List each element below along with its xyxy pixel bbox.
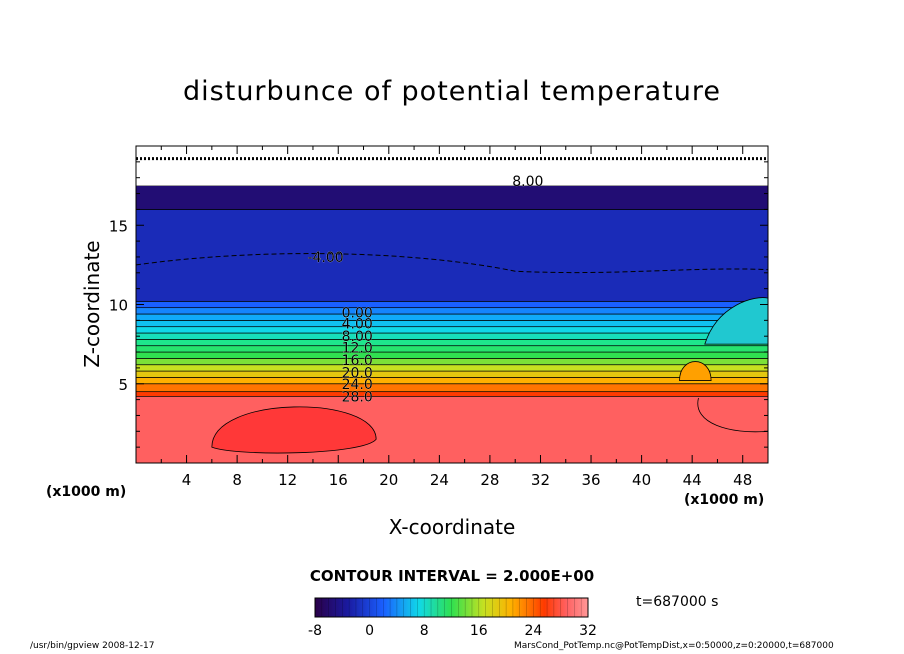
contour-band xyxy=(136,383,768,393)
x-tick-label: 36 xyxy=(581,471,600,489)
contour-band xyxy=(136,345,768,353)
x-unit-right: (x1000 m) xyxy=(684,492,765,508)
y-tick-label: 10 xyxy=(109,297,128,315)
contour-band xyxy=(136,377,768,385)
colorbar-ticks: -8 0 8 16 24 32 xyxy=(308,623,597,639)
contour-band xyxy=(136,358,768,366)
contour-label: 0.00 xyxy=(342,305,373,321)
contour-interval: CONTOUR INTERVAL = 2.000E+00 xyxy=(309,567,595,585)
dashed-contour-line xyxy=(136,253,768,274)
x-tick-label: 16 xyxy=(329,471,348,489)
contour-labels: -4.008.000.004.008.0012.016.020.024.028.… xyxy=(307,174,543,406)
contour-bulge xyxy=(679,361,712,381)
footer-left: /usr/bin/gpview 2008-12-17 xyxy=(30,641,155,651)
contour-band xyxy=(136,364,768,372)
colorbar-tick-label: 24 xyxy=(524,623,542,639)
x-tick-label: 32 xyxy=(531,471,550,489)
x-tick-label: 40 xyxy=(632,471,651,489)
contour-label: -4.00 xyxy=(307,250,343,266)
colorbar-tick-label: 16 xyxy=(470,623,488,639)
footer-right: MarsCond_PotTemp.nc@PotTempDist,x=0:5000… xyxy=(514,641,834,651)
y-tick-label: 15 xyxy=(109,217,128,235)
x-tick-label: 28 xyxy=(480,471,499,489)
contour-label: 12.0 xyxy=(342,340,373,356)
contour-label: 16.0 xyxy=(342,353,373,369)
y-tick-label: 5 xyxy=(118,376,128,394)
contour-label: 4.00 xyxy=(342,317,373,333)
colorbar-tick-label: 0 xyxy=(365,623,374,639)
contour-band xyxy=(136,332,768,340)
time-label: t=687000 s xyxy=(636,594,719,610)
contour-label: 8.00 xyxy=(512,174,543,190)
contour-band xyxy=(136,370,768,378)
contour-bands xyxy=(136,158,768,463)
x-tick-label: 8 xyxy=(232,471,242,489)
x-tick-label: 12 xyxy=(278,471,297,489)
contour-label: 8.00 xyxy=(342,329,373,345)
colorbar-tick-label: 8 xyxy=(420,623,429,639)
contour-band xyxy=(136,391,768,397)
x-axis: 4 8 12 16 20 24 28 32 36 40 44 48 xyxy=(135,146,769,489)
y-axis: 5 10 15 xyxy=(109,161,768,448)
contour-band xyxy=(136,307,768,315)
colorbar-stripes xyxy=(321,598,582,617)
x-unit-left: (x1000 m) xyxy=(46,484,127,500)
colorbar-tick-label: -8 xyxy=(308,623,322,639)
contour-label: 24.0 xyxy=(342,377,373,393)
colorbar-tick-label: 32 xyxy=(579,623,597,639)
x-tick-label: 44 xyxy=(683,471,702,489)
contour-label: 28.0 xyxy=(342,389,373,405)
contour-line xyxy=(697,397,768,433)
warm-core-contour xyxy=(211,406,377,454)
x-tick-label: 48 xyxy=(733,471,752,489)
contour-label: 20.0 xyxy=(342,366,373,382)
contour-band xyxy=(136,339,768,347)
contour-band xyxy=(136,351,768,359)
contour-band xyxy=(136,320,768,328)
x-axis-label: X-coordinate xyxy=(388,515,516,539)
chart-title: disturbunce of potential temperature xyxy=(183,76,721,107)
contour-band xyxy=(136,326,768,334)
contour-band xyxy=(136,313,768,321)
contour-band xyxy=(136,185,768,210)
y-axis-label: Z-coordinate xyxy=(80,240,104,368)
x-tick-label: 4 xyxy=(182,471,192,489)
x-tick-label: 20 xyxy=(379,471,398,489)
colorbar xyxy=(314,597,589,618)
x-tick-label: 24 xyxy=(430,471,449,489)
contour-band xyxy=(136,209,768,302)
contour-band xyxy=(136,158,768,186)
contour-band xyxy=(136,300,768,309)
contour-features xyxy=(136,157,768,454)
